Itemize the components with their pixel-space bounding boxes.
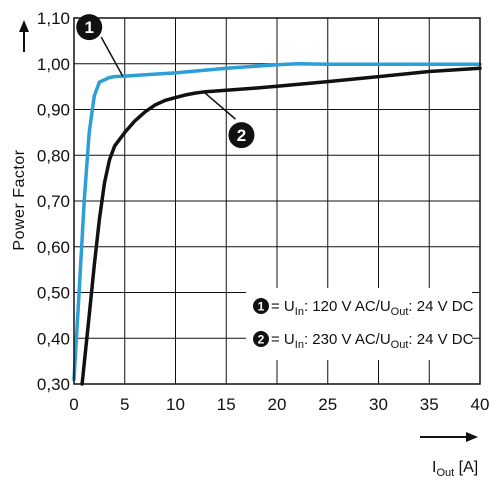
x-axis-label-main: I [432,459,436,476]
legend-entry-2: = UIn: 230 V AC/UOut: 24 V DC [271,331,474,351]
x-axis-arrow-icon [466,432,478,442]
x-axis-label: IOut [A] [432,459,478,479]
x-tick-label: 0 [69,395,78,414]
y-tick-label: 0,80 [37,146,70,165]
x-tick-label: 20 [268,395,287,414]
legend-badge-2 [253,331,269,347]
x-tick-label: 15 [217,395,236,414]
x-tick-label: 35 [420,395,439,414]
x-tick-labels: 0 5 10 15 20 25 30 35 40 [69,395,489,414]
y-tick-label: 0,60 [37,238,70,257]
y-tick-label: 1,10 [37,9,70,28]
y-axis-label: Power Factor [11,149,28,250]
y-tick-label: 0,50 [37,284,70,303]
series-line-2 [80,66,482,386]
legend-badge-1 [253,298,269,314]
x-tick-label: 30 [369,395,388,414]
legend-entry-1: = UIn: 120 V AC/UOut: 24 V DC [271,298,474,318]
x-tick-label: 25 [318,395,337,414]
x-tick-label: 10 [166,395,185,414]
y-axis-arrow-icon [19,20,29,32]
axes [73,17,481,385]
series-marker-label-1: 1 [84,18,93,37]
x-tick-label: 40 [471,395,490,414]
y-tick-label: 1,00 [37,55,70,74]
series-markers: 12 [76,14,255,149]
series-group [72,62,482,386]
legend: 1 = UIn: 120 V AC/UOut: 24 V DC 2 = UIn: 23… [246,288,474,360]
y-tick-label: 0,70 [37,192,70,211]
marker-leader-2 [203,91,236,120]
series-marker-1 [76,14,103,41]
x-axis-label-unit: [A] [454,459,478,476]
x-tick-label: 5 [120,395,129,414]
y-tick-label: 0,40 [37,329,70,348]
x-axis-label-sub: Out [436,467,454,479]
marker-leader-1 [100,36,124,77]
series-line-1 [72,62,482,382]
series-marker-label-2: 2 [237,126,246,145]
legend-badge-label-2: 2 [258,333,265,347]
series-marker-2 [228,122,255,149]
y-tick-labels: 0,30 0,40 0,50 0,60 0,70 0,80 0,90 1,00 1,10 [37,9,70,394]
y-tick-label: 0,30 [37,375,70,394]
y-tick-label: 0,90 [37,101,70,120]
plot-frame [73,17,481,385]
legend-background [246,288,472,360]
legend-badge-label-1: 1 [258,300,265,314]
